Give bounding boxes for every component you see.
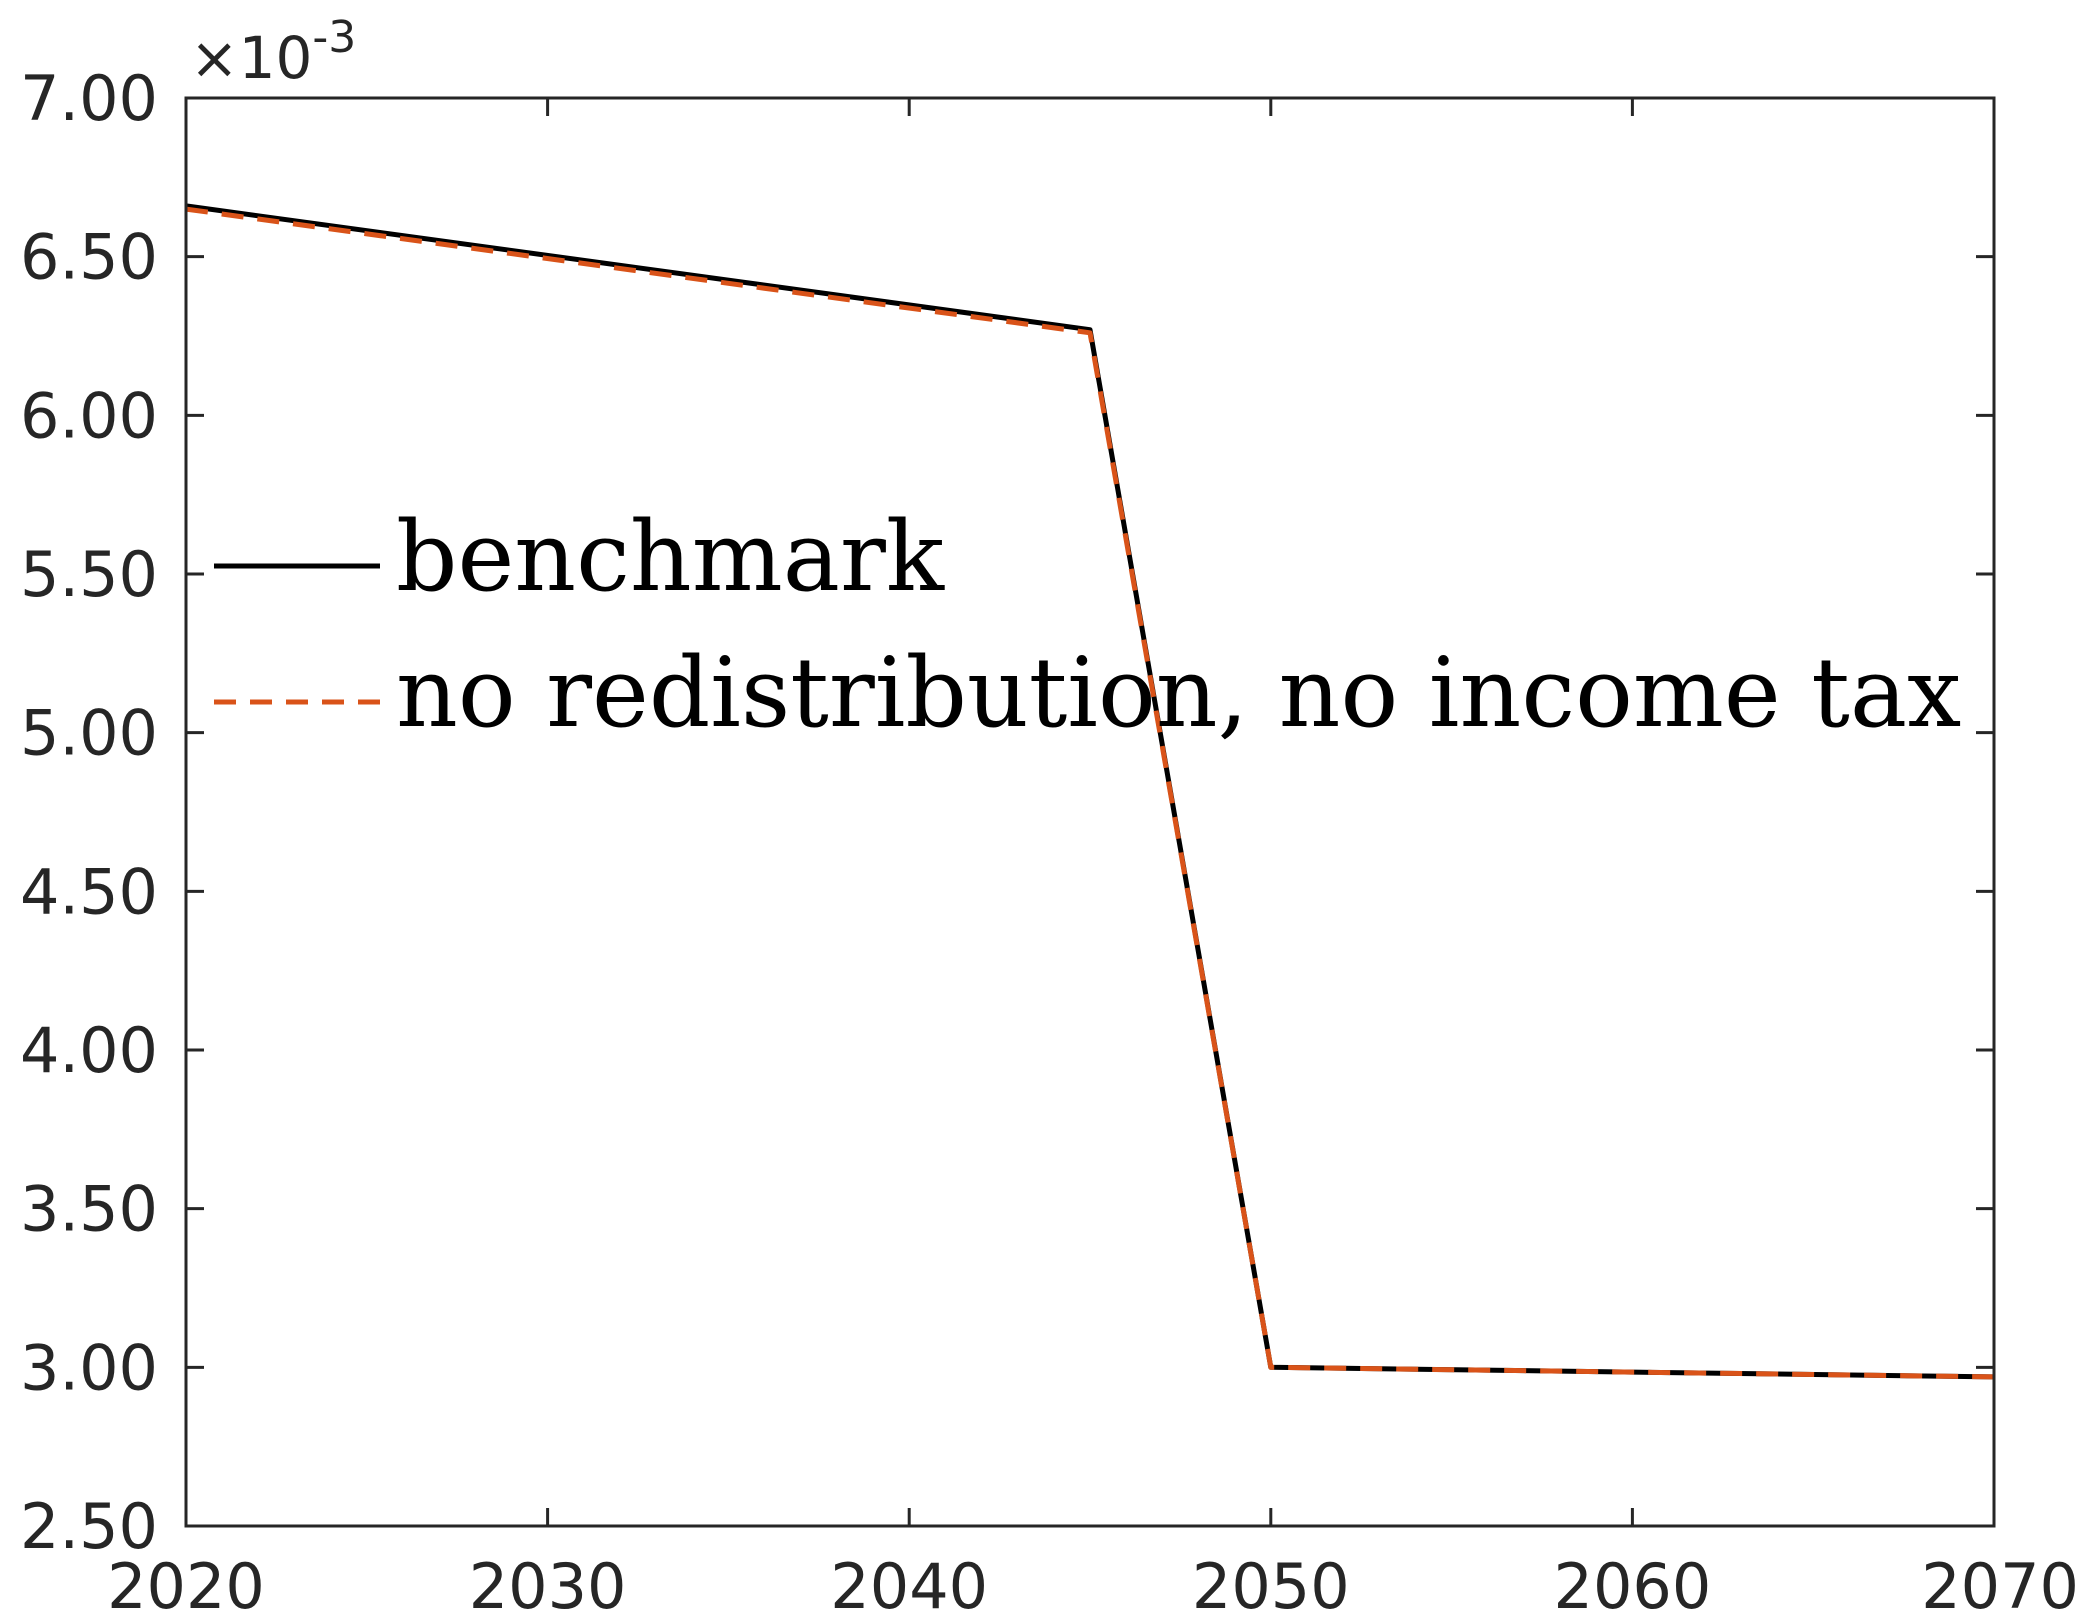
y-tick-label-9: 7.00 <box>20 62 158 135</box>
series-line-0 <box>185 203 1995 1380</box>
tick-labels-layer: 2020 2030 2040 2050 2060 2070 2.50 3.00 3.50 4.00… <box>20 62 2079 1622</box>
x-tick-label-5: 2070 <box>1921 1550 2079 1622</box>
y-tick-label-2: 3.50 <box>20 1173 158 1246</box>
x-tick-label-4: 2060 <box>1554 1550 1712 1622</box>
y-tick-label-3: 4.00 <box>20 1014 158 1087</box>
legend-label-1: no redistribution, no income tax <box>396 637 1961 749</box>
y-tick-label-0: 2.50 <box>20 1490 158 1563</box>
series-line-1 <box>185 206 1995 1380</box>
plot-area-frame <box>184 96 1996 1528</box>
y-tick-label-8: 6.50 <box>20 221 158 294</box>
ticks-layer <box>184 96 1996 1528</box>
x-tick-label-2: 2040 <box>830 1550 988 1622</box>
y-tick-label-5: 5.00 <box>20 697 158 770</box>
legend: benchmark no redistribution, no income ta… <box>214 501 1961 749</box>
legend-label-0: benchmark <box>396 501 945 613</box>
x-tick-label-0: 2020 <box>107 1550 265 1622</box>
series-layer <box>185 203 1995 1380</box>
x-tick-label-3: 2050 <box>1192 1550 1350 1622</box>
y-tick-label-7: 6.00 <box>20 379 158 452</box>
y-tick-label-4: 4.50 <box>20 855 158 928</box>
y-tick-label-6: 5.50 <box>20 538 158 611</box>
y-exponent-label: ×10-3 <box>190 12 356 92</box>
x-tick-label-1: 2030 <box>469 1550 627 1622</box>
y-tick-label-1: 3.00 <box>20 1331 158 1404</box>
y-exponent-power: -3 <box>312 12 356 63</box>
